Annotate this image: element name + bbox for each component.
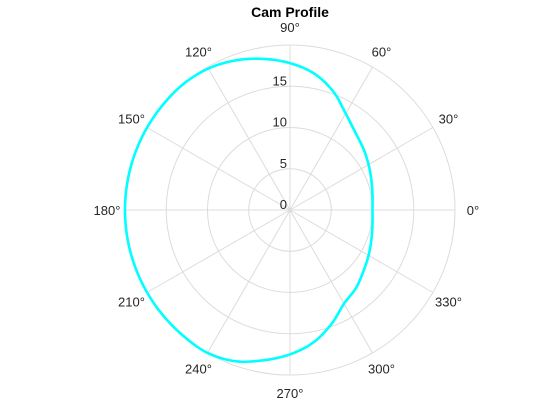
grid-spoke-240: [207, 209, 291, 354]
chart-title: Cam Profile: [251, 4, 329, 20]
grid-spoke-30: [289, 127, 434, 211]
angle-tick-labels: 0° 30° 60° 90° 120° 150° 180° 210° 240° 270° 300° 3…: [94, 20, 480, 401]
radial-tick-labels: 0 5 10 15: [273, 73, 287, 212]
theta-tick-label-90: 90°: [280, 20, 300, 35]
grid-spoke-150: [146, 127, 291, 211]
theta-tick-label-240: 240°: [185, 362, 212, 377]
theta-tick-label-300: 300°: [368, 362, 395, 377]
grid-spoke-60: [289, 66, 373, 211]
series-cam-line: [123, 57, 374, 364]
grid-spoke-120: [207, 66, 291, 211]
theta-tick-label-120: 120°: [185, 45, 212, 60]
r-tick-label-15: 15: [273, 73, 287, 88]
grid-spoke-210: [146, 209, 291, 293]
theta-tick-label-60: 60°: [372, 45, 392, 60]
grid-spoke-300: [289, 209, 373, 354]
angular-grid: [125, 45, 455, 375]
series-layer: [123, 57, 374, 364]
r-tick-label-0: 0: [280, 197, 287, 212]
theta-tick-label-180: 180°: [94, 203, 121, 218]
r-tick-label-10: 10: [273, 115, 287, 130]
theta-tick-label-0: 0°: [467, 203, 479, 218]
theta-tick-label-210: 210°: [118, 295, 145, 310]
r-tick-label-5: 5: [280, 156, 287, 171]
theta-tick-label-30: 30°: [439, 112, 459, 127]
theta-tick-label-330: 330°: [435, 295, 462, 310]
theta-tick-label-270: 270°: [277, 386, 304, 401]
theta-tick-label-150: 150°: [118, 112, 145, 127]
grid-spoke-330: [289, 209, 434, 293]
